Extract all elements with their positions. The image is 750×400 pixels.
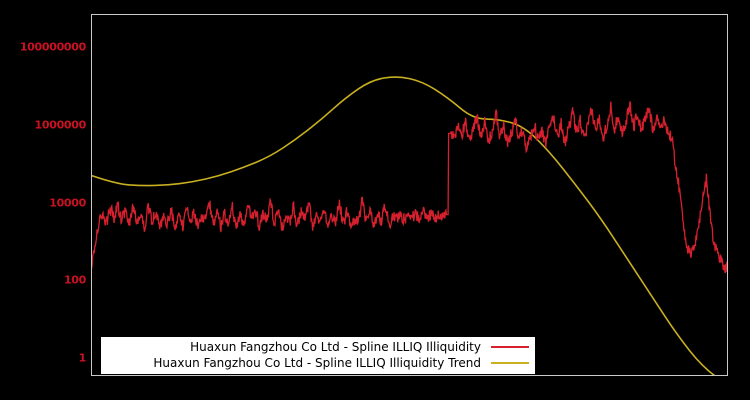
- legend-label-illiquidity: Huaxun Fangzhou Co Ltd - Spline ILLIQ Il…: [190, 340, 481, 354]
- y-axis-tick-label: 100: [63, 273, 86, 287]
- y-axis-tick-label: 10000: [49, 196, 86, 210]
- y-axis-tick-label: 100000000: [19, 40, 86, 54]
- plot-area-frame: [91, 14, 728, 376]
- y-axis-tick-labels: 100000000 1000000 10000 100 1: [0, 0, 87, 400]
- series-layer: [91, 76, 728, 376]
- legend-label-trend: Huaxun Fangzhou Co Ltd - Spline ILLIQ Il…: [153, 356, 481, 370]
- legend-item-illiquidity[interactable]: Huaxun Fangzhou Co Ltd - Spline ILLIQ Il…: [107, 339, 529, 355]
- legend-swatch-illiquidity: [491, 346, 529, 348]
- y-axis-tick-label: 1000000: [34, 118, 87, 132]
- series-line-trend: [91, 76, 717, 376]
- legend-swatch-trend: [491, 362, 529, 364]
- chart-legend[interactable]: Huaxun Fangzhou Co Ltd - Spline ILLIQ Il…: [100, 336, 536, 375]
- y-axis-tick-label: 1: [78, 351, 87, 365]
- series-line-illiquidity: [91, 101, 728, 278]
- legend-item-trend[interactable]: Huaxun Fangzhou Co Ltd - Spline ILLIQ Il…: [107, 355, 529, 371]
